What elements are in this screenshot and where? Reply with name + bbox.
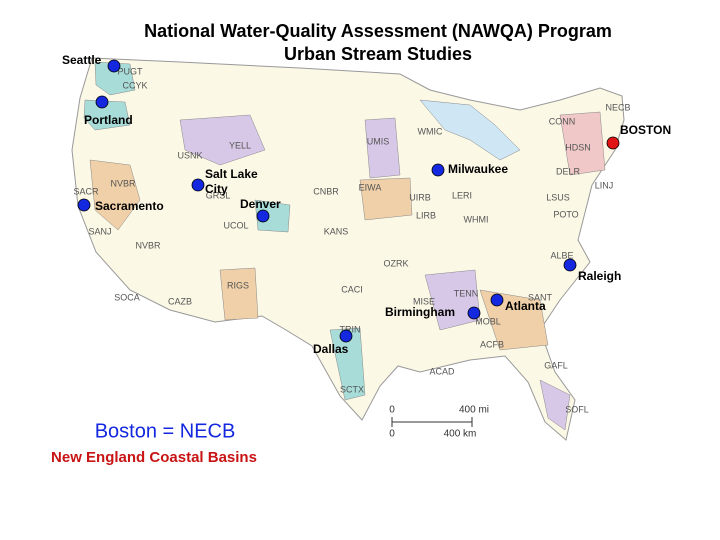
city-label: Portland <box>84 113 133 127</box>
city-marker <box>191 178 205 192</box>
basin-code: DELR <box>556 166 581 176</box>
basin-area <box>364 117 401 179</box>
city-marker <box>107 59 121 73</box>
basin-area <box>89 159 141 231</box>
scale-label: 400 mi <box>459 405 489 416</box>
basin-code: SOCA <box>114 292 140 302</box>
basin-code: GAFL <box>544 360 568 370</box>
city-label: BOSTON <box>620 123 671 137</box>
basin-area <box>559 111 606 176</box>
basin-code: SANT <box>528 292 553 302</box>
basin-code: WMIC <box>418 126 443 136</box>
note-line: New England Coastal Basins <box>51 449 257 466</box>
city-marker <box>490 293 504 307</box>
basin-area <box>424 269 481 331</box>
basin-code: LIRB <box>416 210 436 220</box>
subtitle: Urban Stream Studies <box>284 44 472 64</box>
scale-label: 0 <box>389 429 395 440</box>
basin-code: MISE <box>413 296 435 306</box>
basin-code: LSUS <box>546 192 570 202</box>
basin-code: ACFB <box>480 339 504 349</box>
basin-code: UIRB <box>409 192 431 202</box>
basin-code: NECB <box>605 102 630 112</box>
city-label: Atlanta <box>505 299 546 313</box>
scale-label: 0 <box>389 405 395 416</box>
title: National Water-Quality Assessment (NAWQA… <box>144 21 612 41</box>
basin-area <box>539 379 571 431</box>
basin-code: EIWA <box>359 182 382 192</box>
city-marker <box>77 198 91 212</box>
basin-code: TRIN <box>340 324 361 334</box>
basin-code: OZRK <box>383 258 408 268</box>
basin-code: HDSN <box>565 142 591 152</box>
basin-code: ALBE <box>550 250 573 260</box>
basin-code: SOFL <box>565 404 589 414</box>
city-marker <box>467 306 481 320</box>
basin-code: TENN <box>454 288 479 298</box>
basin-code: LERI <box>452 190 472 200</box>
city-label: Raleigh <box>578 269 621 283</box>
city-label: City <box>205 182 228 196</box>
city-label: Salt Lake <box>205 167 258 181</box>
basin-code: CACI <box>341 284 363 294</box>
basin-code: CNBR <box>313 186 339 196</box>
basin-code: CCYK <box>122 80 147 90</box>
city-marker <box>95 95 109 109</box>
note-line: Boston = NECB <box>95 420 236 442</box>
basin-code: KANS <box>324 226 349 236</box>
city-label: Sacramento <box>95 199 164 213</box>
basin-area <box>219 267 259 321</box>
basin-code: UCOL <box>223 220 248 230</box>
basin-code: MOBL <box>475 316 501 326</box>
basin-area <box>179 114 266 166</box>
basin-code: YELL <box>229 140 251 150</box>
city-marker <box>606 136 620 150</box>
basin-area <box>359 177 413 221</box>
city-label: Birmingham <box>385 305 455 319</box>
city-label: Denver <box>240 197 281 211</box>
basin-area <box>94 61 136 96</box>
basin-code: SCTX <box>340 384 364 394</box>
basin-code: CONN <box>549 116 576 126</box>
city-marker <box>256 209 270 223</box>
basin-code: ACAD <box>429 366 455 376</box>
basin-area <box>83 99 131 131</box>
city-label: Dallas <box>313 342 349 356</box>
city-label: Milwaukee <box>448 162 508 176</box>
city-marker <box>431 163 445 177</box>
basin-code: LINJ <box>595 180 614 190</box>
map <box>71 57 625 441</box>
city-marker <box>339 329 353 343</box>
basin-code: SANJ <box>88 226 111 236</box>
basin-code: UMIS <box>367 136 390 146</box>
city-label: Seattle <box>62 53 102 67</box>
scale-label: 400 km <box>444 429 477 440</box>
basin-area <box>329 327 366 401</box>
great-lakes <box>419 99 521 161</box>
basin-code: GRSL <box>206 190 231 200</box>
basin-code: POTO <box>553 209 578 219</box>
basin-code: CAZB <box>168 296 192 306</box>
basin-code: SACR <box>73 186 99 196</box>
city-marker <box>563 258 577 272</box>
basin-code: NVBR <box>110 178 136 188</box>
basin-code: WHMI <box>464 214 489 224</box>
basin-code: USNK <box>177 150 202 160</box>
basin-code: PUGT <box>117 66 143 76</box>
basin-code: NVBR <box>135 240 161 250</box>
scale-bar: 0 400 mi 0 400 km <box>389 405 489 440</box>
basin-area <box>254 199 291 233</box>
basin-code: RIGS <box>227 280 249 290</box>
